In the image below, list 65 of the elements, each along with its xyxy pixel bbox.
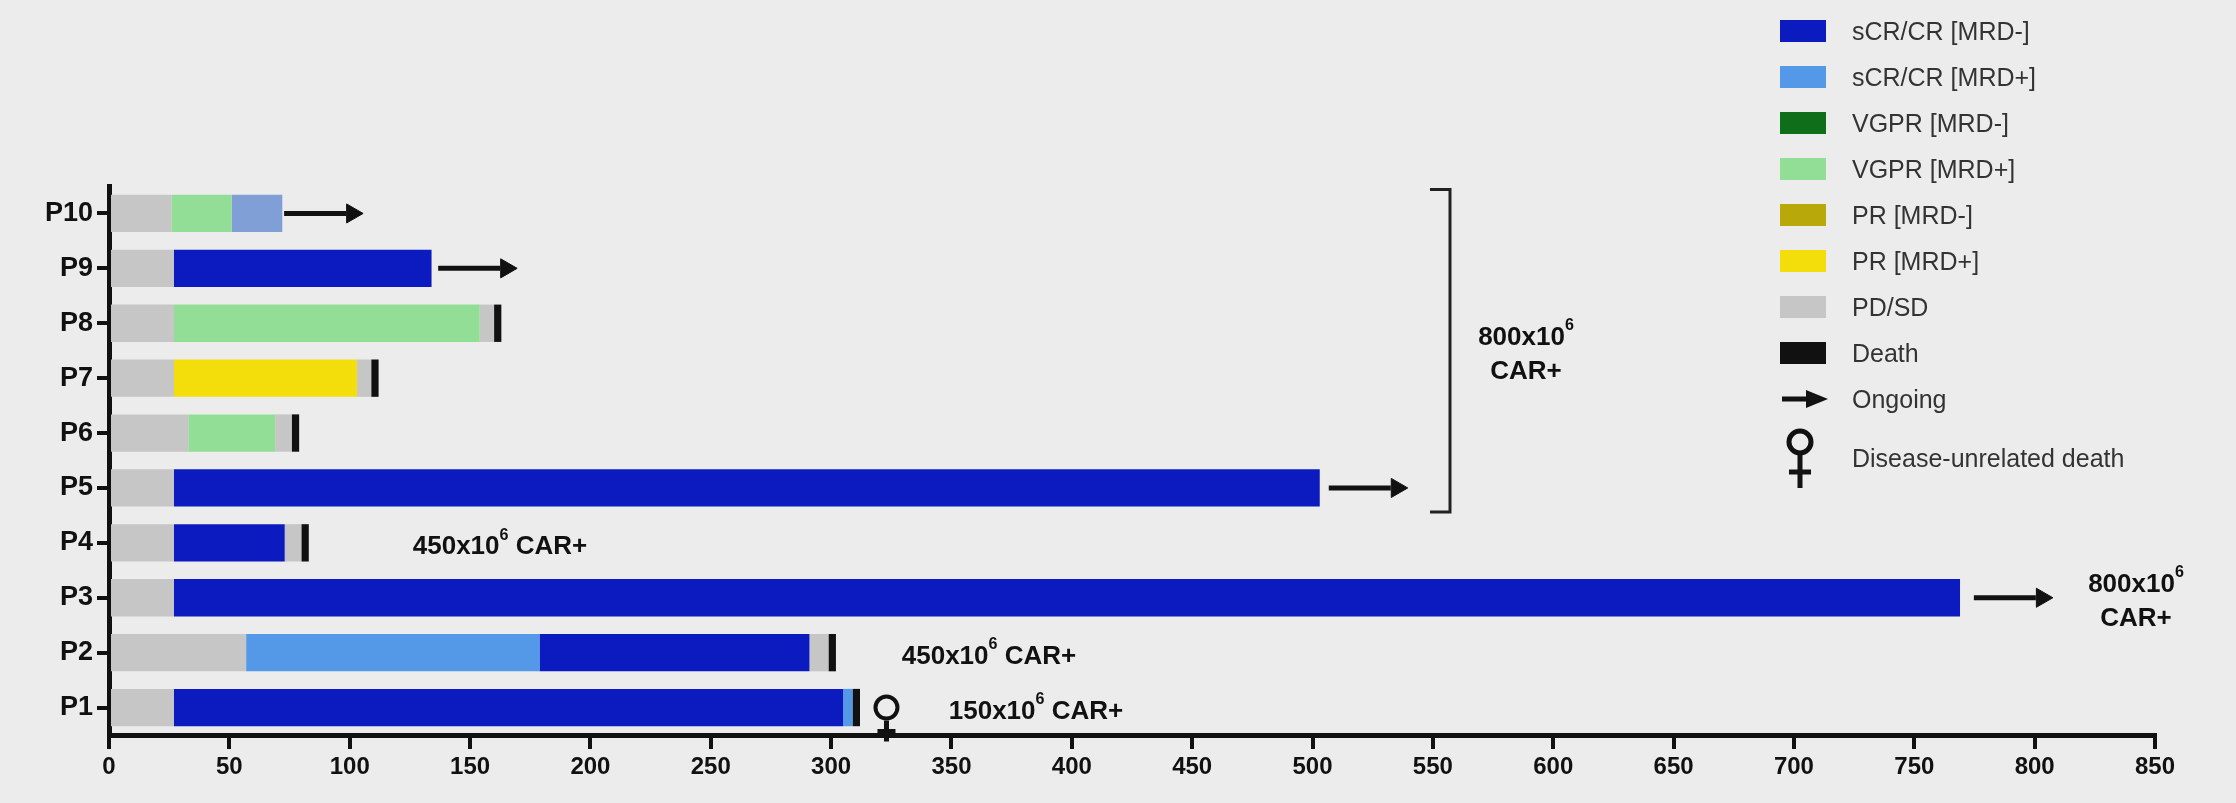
bar [173, 359, 357, 397]
legend-label: VGPR [MRD+] [1852, 154, 2016, 184]
x-tick-label: 650 [1653, 752, 1694, 780]
bar [171, 194, 232, 233]
legend-label: VGPR [MRD-] [1852, 108, 2009, 138]
bar [809, 633, 829, 672]
legend-label: Ongoing [1852, 384, 1947, 414]
bar [301, 524, 309, 562]
y-tick-label: P10 [44, 196, 93, 227]
bar [173, 249, 432, 288]
bar [173, 579, 1961, 617]
x-tick-label: 200 [570, 752, 611, 780]
x-tick-label: 700 [1773, 752, 1814, 780]
x-tick-label: 600 [1533, 752, 1574, 780]
y-tick-label: P6 [59, 416, 93, 447]
x-tick-label: 100 [329, 752, 370, 780]
bar [246, 633, 540, 672]
point [500, 258, 518, 279]
point [1390, 477, 1409, 498]
x-tick-label: 250 [690, 752, 731, 780]
x-tick-label: 400 [1051, 752, 1092, 780]
x-tick-label: 350 [931, 752, 972, 780]
bar [494, 304, 502, 342]
x-tick-label: 800 [2014, 752, 2055, 780]
y-tick-label: P2 [59, 636, 93, 667]
y-tick-label: P1 [59, 691, 93, 721]
point [2035, 587, 2054, 608]
x-tick-label: 500 [1292, 752, 1333, 780]
bar [188, 414, 276, 452]
legend-label: sCR/CR [MRD-] [1852, 16, 2030, 46]
bar [173, 304, 480, 342]
bar [173, 524, 285, 562]
x-tick-label: 750 [1894, 752, 1935, 780]
point [346, 203, 364, 224]
bar [275, 414, 292, 452]
x-tick-label: 150 [450, 752, 491, 780]
bar [173, 469, 1320, 507]
bar [371, 359, 379, 397]
x-tick-label: 450 [1172, 752, 1213, 780]
y-tick-label: P8 [59, 306, 93, 337]
bar [291, 414, 300, 452]
legend-label: Disease-unrelated death [1852, 443, 2125, 473]
x-tick-label: 550 [1412, 752, 1453, 780]
legend-label: sCR/CR [MRD+] [1852, 62, 2037, 92]
bar [852, 688, 860, 727]
y-tick-label: P9 [59, 251, 93, 282]
legend-label: Death [1852, 338, 1919, 368]
y-tick-label: P5 [59, 471, 93, 502]
bar [828, 633, 836, 672]
y-tick-label: P3 [59, 581, 93, 612]
bar [356, 359, 372, 397]
bar [539, 633, 810, 672]
x-tick-label: 300 [811, 752, 852, 780]
x-tick-label: 850 [2134, 752, 2176, 780]
x-tick-label: 0 [102, 752, 116, 780]
legend-label: PD/SD [1852, 292, 1929, 322]
legend-label: PR [MRD-] [1852, 200, 1973, 230]
legend-label: PR [MRD+] [1852, 246, 1980, 276]
bar [479, 304, 495, 342]
y-tick-label: P4 [59, 526, 93, 557]
bar [173, 688, 844, 727]
x-tick-label: 50 [216, 752, 243, 780]
y-tick-label: P7 [59, 361, 93, 392]
bar [284, 524, 302, 562]
bar [231, 194, 283, 233]
